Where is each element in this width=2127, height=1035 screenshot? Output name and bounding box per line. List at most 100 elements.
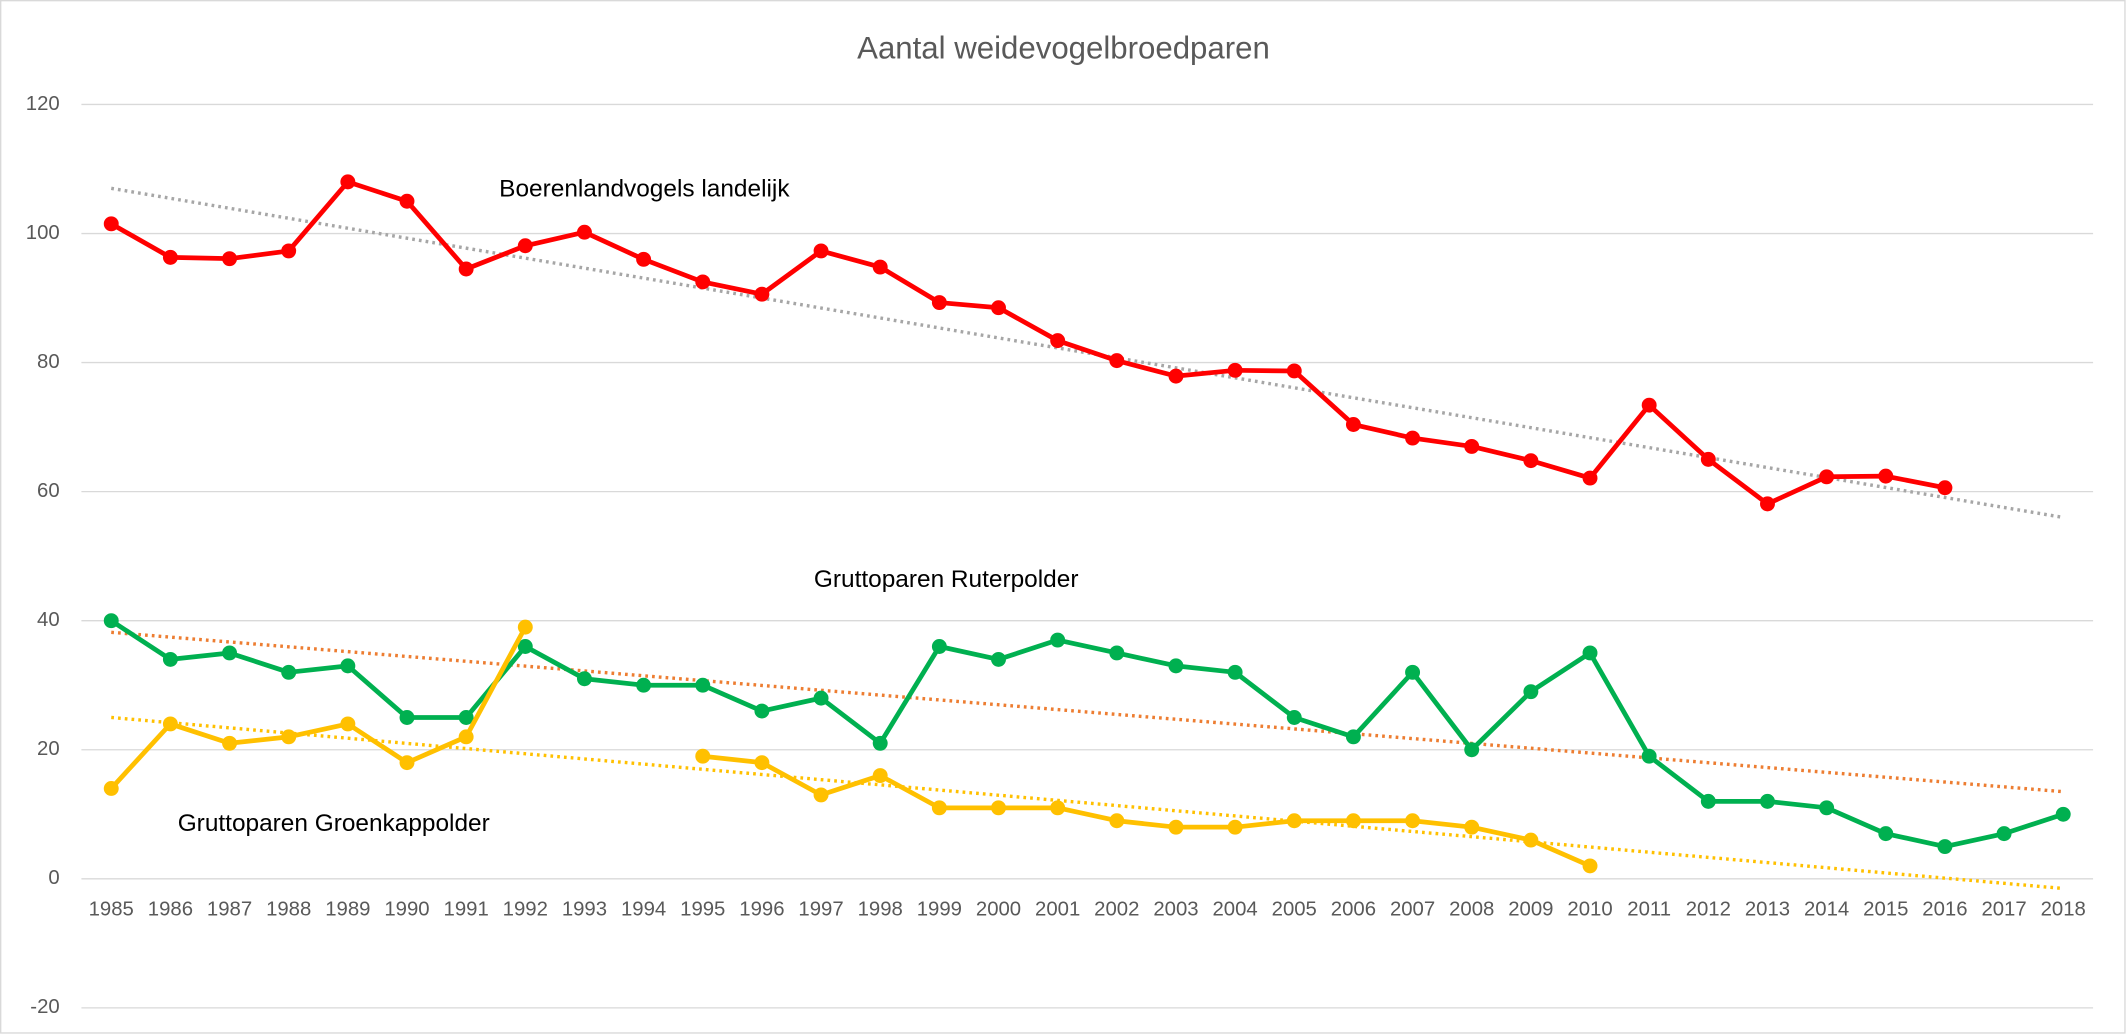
x-tick-label: 2012 [1686,899,1731,921]
data-point [517,238,533,254]
x-tick-label: 1988 [266,899,311,921]
data-point [162,249,178,265]
data-point [340,658,356,674]
trendline [110,186,2064,520]
data-point [399,755,415,771]
x-tick-label: 2001 [1035,899,1080,921]
series-line [109,626,1591,869]
data-point [1523,684,1539,700]
y-tick-label: 40 [37,609,60,631]
trendline [111,715,2064,891]
x-tick-label: 2000 [976,899,1021,921]
data-point [576,224,592,240]
data-point [458,261,474,277]
data-point [1168,368,1184,384]
data-point [222,251,238,267]
data-point [517,639,533,654]
data-point [1878,826,1894,842]
data-point [1523,453,1539,469]
data-point [281,243,297,259]
x-tick-label: 1997 [798,899,843,921]
y-tick-label: 20 [37,738,60,760]
data-point [872,735,888,751]
data-point [162,716,178,732]
data-point [1227,664,1243,680]
data-point [458,710,474,725]
x-tick-label: 1993 [562,899,607,921]
annotation: Gruttoparen Groenkappolder [178,810,490,837]
data-point [1286,813,1302,829]
data-point [222,735,238,751]
data-point [1464,438,1480,454]
x-tick-label: 1996 [739,899,784,921]
data-point [1405,813,1421,829]
data-point [1819,469,1835,485]
data-point [517,619,533,635]
x-tick-label: 1995 [680,899,725,921]
data-point [1227,819,1243,835]
data-point [1109,353,1125,369]
data-point [931,295,947,311]
x-tick-label: 2018 [2041,899,2086,921]
data-point [1345,417,1361,432]
x-tick-label: 2007 [1390,899,1435,921]
series-line [110,179,1946,507]
y-tick-label: 80 [37,351,60,373]
data-point [1227,362,1243,378]
data-point [991,300,1006,316]
data-point [931,800,947,816]
x-tick-label: 2006 [1331,899,1376,921]
x-tick-label: 2005 [1272,899,1317,921]
data-point [340,716,356,732]
data-point [991,800,1006,816]
data-point [1464,742,1480,758]
x-tick-label: 2016 [1922,899,1967,921]
data-point [1700,793,1716,809]
x-tick-label: 1990 [384,899,429,921]
data-point [162,651,178,667]
data-point [754,286,770,302]
data-point [103,781,119,796]
x-tick-label: 2004 [1212,899,1257,921]
data-point [931,639,947,654]
data-point [1996,826,2012,842]
data-point [636,677,652,693]
data-point [991,651,1006,667]
x-tick-label: 2010 [1567,899,1612,921]
data-point [2055,806,2071,822]
x-tick-label: 1991 [444,899,489,921]
data-point [576,671,592,687]
trendline [111,630,2064,794]
x-tick-label: 1994 [621,899,666,921]
data-point [103,613,119,629]
x-tick-label: 1998 [858,899,903,921]
x-tick-label: 2014 [1804,899,1849,921]
data-point [1109,645,1125,661]
series-line [109,618,2064,849]
data-point [1050,632,1066,648]
data-point [1405,430,1421,446]
data-point [1109,813,1125,829]
data-point [813,243,829,259]
data-point [1641,397,1657,413]
data-point [754,703,770,719]
x-tick-label: 2013 [1745,899,1790,921]
data-point [399,710,415,725]
x-tick-label: 2003 [1153,899,1198,921]
y-tick-label: -20 [30,996,59,1018]
data-point [872,768,888,784]
data-point [695,274,711,290]
x-tick-label: 2015 [1863,899,1908,921]
x-tick-label: 2017 [1981,899,2026,921]
x-tick-label: 1986 [148,899,193,921]
data-point [695,677,711,693]
data-point [458,729,474,745]
data-point [1050,333,1066,349]
annotation: Gruttoparen Ruterpolder [814,566,1079,593]
data-point [1700,451,1716,467]
data-point [1286,363,1302,379]
data-point [1878,468,1894,484]
x-tick-label: 1989 [325,899,370,921]
